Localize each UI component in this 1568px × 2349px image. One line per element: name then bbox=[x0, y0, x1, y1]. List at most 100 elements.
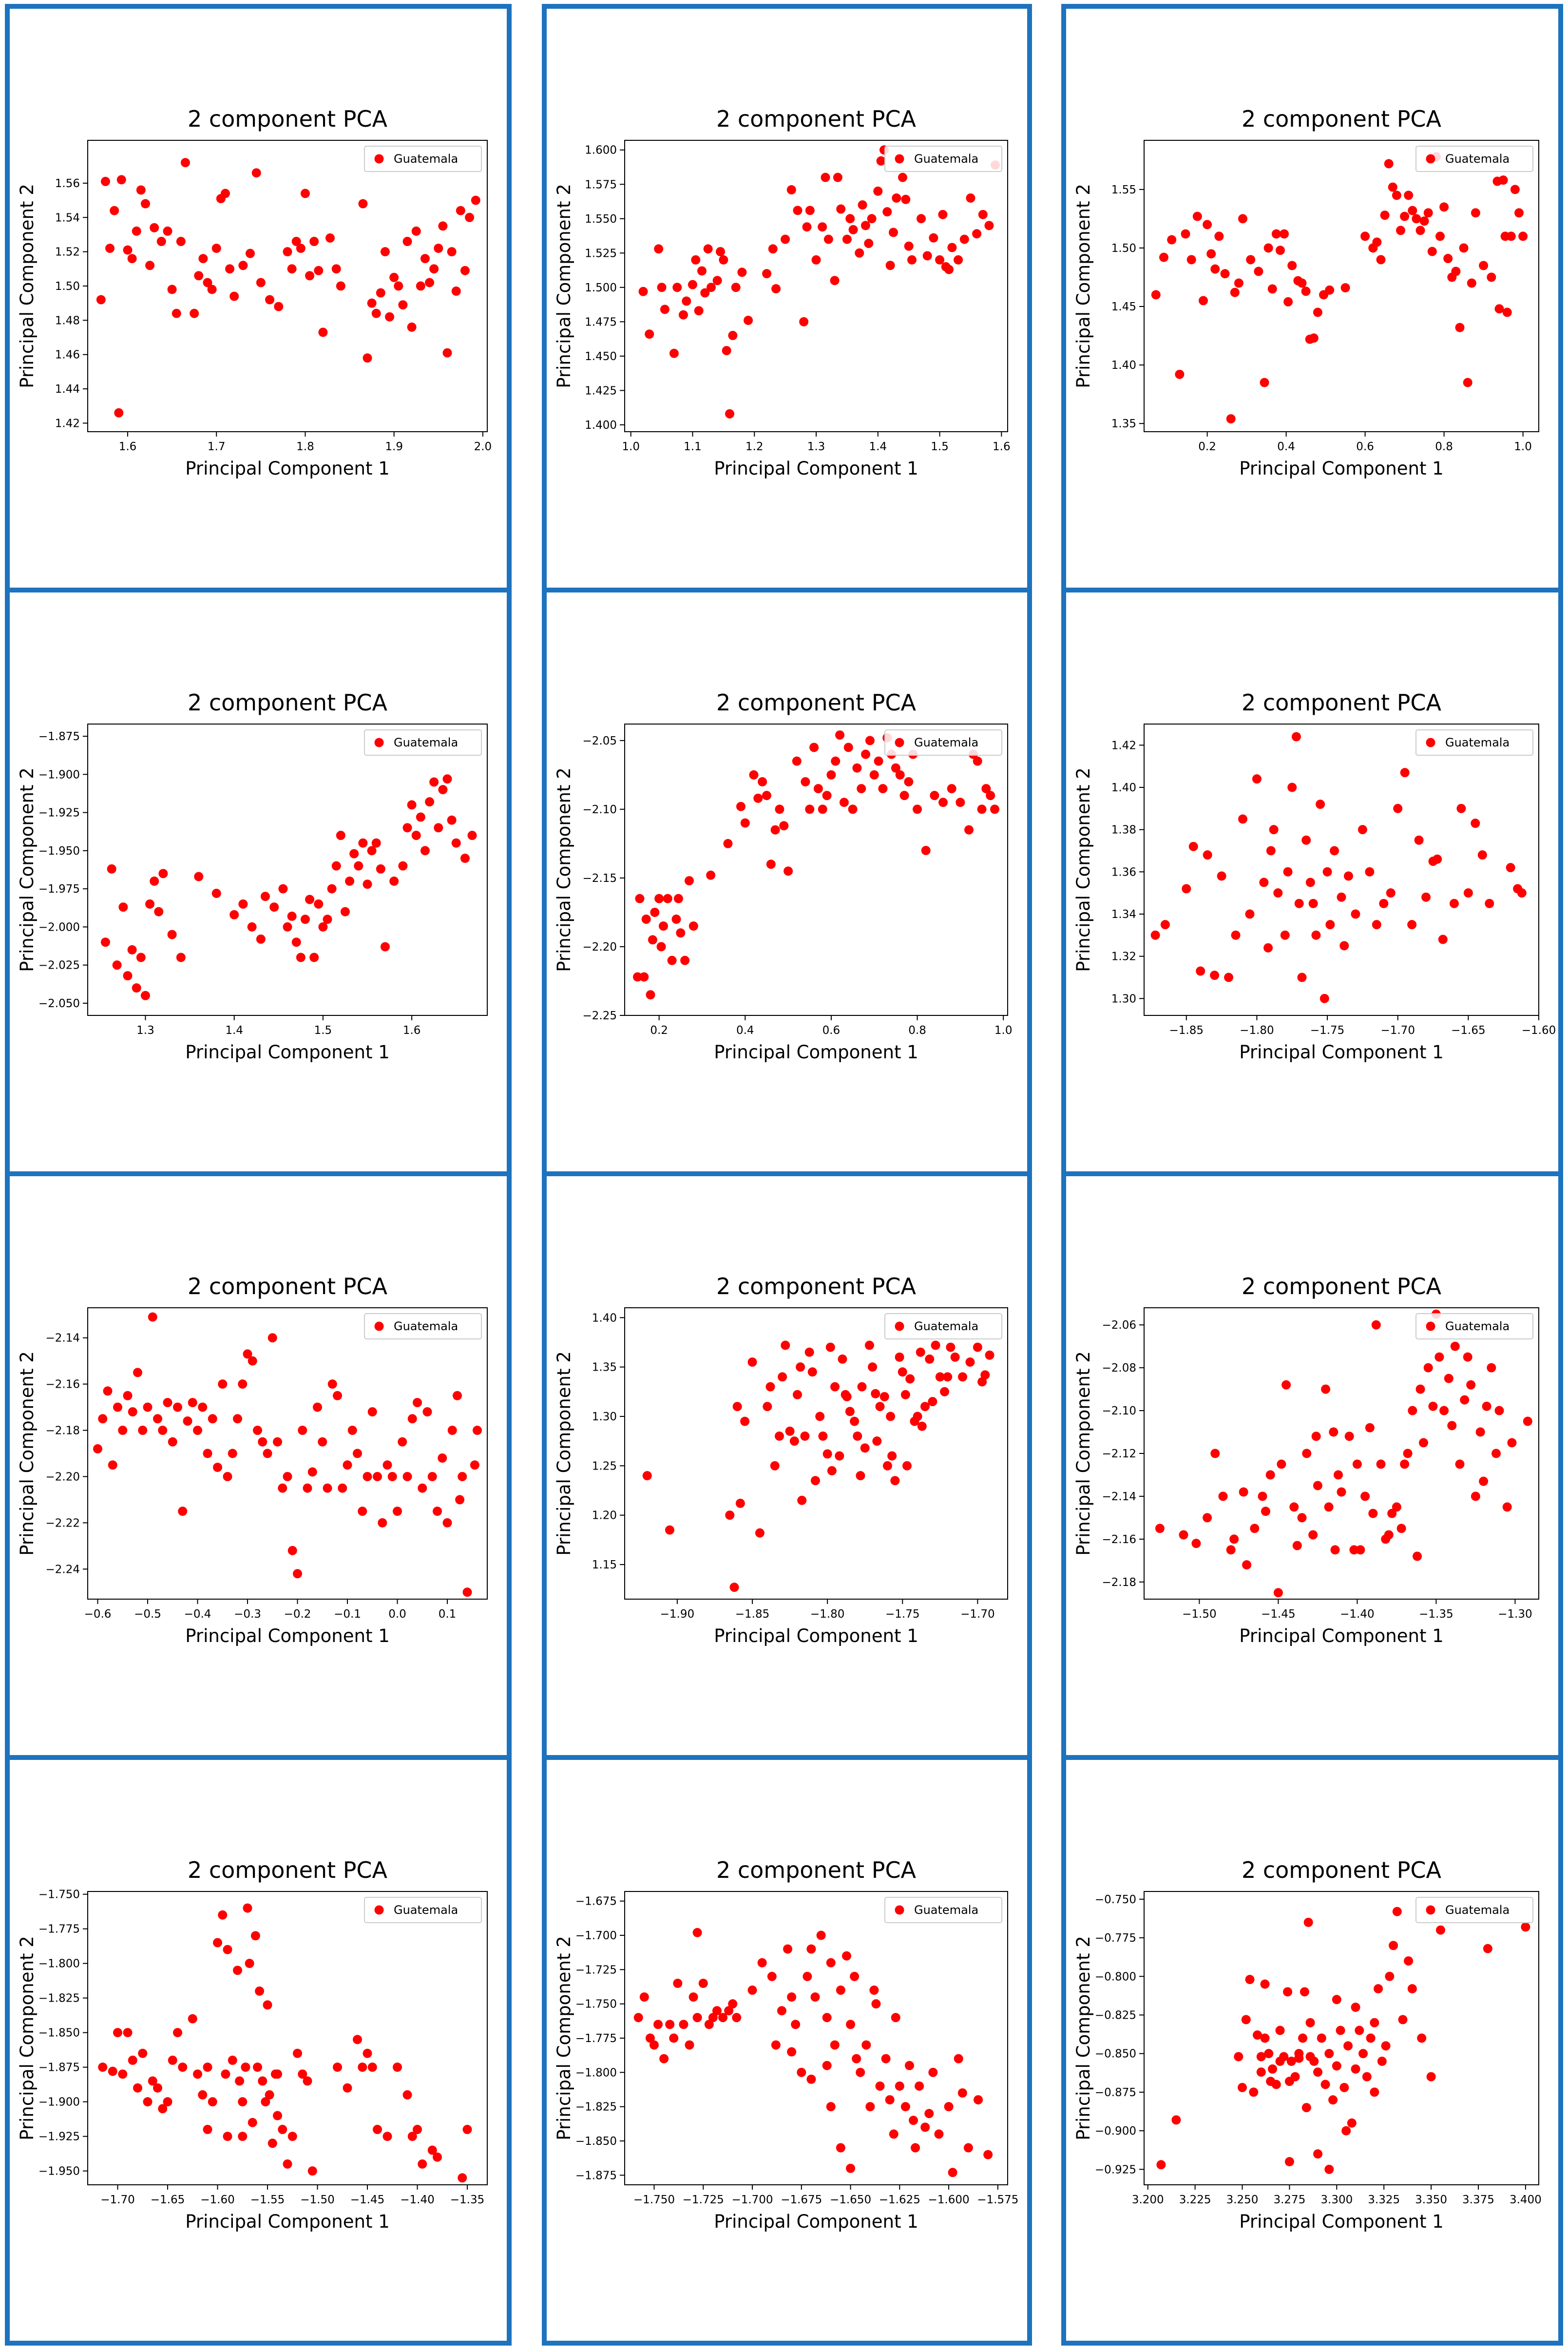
y-tick-label: 1.36 bbox=[1111, 866, 1136, 878]
data-point bbox=[842, 234, 852, 244]
data-point bbox=[905, 1374, 915, 1384]
x-tick-label: 1.0 bbox=[622, 440, 640, 453]
data-point bbox=[447, 247, 457, 257]
data-point bbox=[1365, 1423, 1375, 1432]
data-point bbox=[123, 1391, 133, 1400]
data-point bbox=[835, 730, 845, 740]
x-tick-label: −1.85 bbox=[735, 1608, 769, 1621]
data-point bbox=[1150, 930, 1160, 940]
data-point bbox=[892, 193, 901, 203]
data-point bbox=[393, 2063, 402, 2072]
data-point bbox=[1259, 878, 1269, 887]
legend-marker bbox=[1426, 1905, 1435, 1915]
y-tick-label: 1.425 bbox=[585, 384, 617, 397]
data-point bbox=[1404, 1956, 1414, 1966]
data-point bbox=[1381, 2041, 1391, 2051]
data-point bbox=[1324, 2049, 1334, 2059]
pca-panel: 2 component PCA 1.0 1.1 1.2 1.3 1.4 1.5 1.6 1.40… bbox=[542, 4, 1032, 592]
data-point bbox=[407, 800, 417, 810]
data-point bbox=[425, 278, 435, 287]
data-point bbox=[911, 2143, 920, 2153]
y-tick-label: 1.575 bbox=[585, 178, 617, 191]
data-point bbox=[158, 2104, 168, 2114]
data-point bbox=[1366, 2033, 1376, 2043]
chart-6: 2 component PCA −1.85 −1.80 −1.75 −1.70 −1.65… bbox=[1073, 689, 1556, 1063]
x-tick-label: −0.2 bbox=[284, 1608, 311, 1621]
data-point bbox=[850, 1416, 860, 1426]
data-point bbox=[287, 911, 297, 921]
data-point bbox=[176, 953, 186, 962]
data-point bbox=[180, 158, 190, 168]
data-point bbox=[1337, 892, 1346, 902]
data-point bbox=[680, 955, 690, 965]
data-point bbox=[274, 302, 284, 311]
data-point bbox=[845, 214, 855, 224]
data-point bbox=[305, 895, 315, 904]
data-point bbox=[96, 295, 106, 305]
data-point bbox=[233, 1966, 242, 1975]
data-point bbox=[856, 1471, 865, 1481]
y-axis-label: Principal Component 2 bbox=[17, 767, 38, 972]
data-point bbox=[836, 204, 846, 214]
legend-marker bbox=[374, 1321, 384, 1331]
data-point bbox=[363, 1471, 372, 1481]
data-point bbox=[830, 2040, 840, 2050]
data-point bbox=[1298, 2033, 1308, 2043]
data-point bbox=[984, 221, 994, 230]
data-point bbox=[1245, 909, 1255, 919]
legend-box bbox=[1415, 729, 1533, 756]
data-point bbox=[1266, 846, 1276, 856]
data-point bbox=[803, 1971, 812, 1981]
data-point bbox=[296, 953, 306, 962]
data-point bbox=[885, 261, 895, 270]
data-point bbox=[986, 791, 995, 801]
data-point bbox=[1421, 892, 1431, 902]
data-point bbox=[876, 156, 886, 166]
data-point bbox=[1336, 2025, 1345, 2035]
data-point bbox=[420, 846, 430, 856]
data-point bbox=[1179, 1530, 1188, 1540]
y-axis-label: Principal Component 2 bbox=[554, 1351, 574, 1556]
data-point bbox=[1302, 1449, 1312, 1458]
legend-box bbox=[1415, 146, 1533, 172]
data-point bbox=[255, 1986, 265, 1996]
data-point bbox=[1415, 1384, 1425, 1394]
data-point bbox=[1308, 1530, 1318, 1540]
data-point bbox=[422, 1407, 432, 1417]
data-point bbox=[889, 2129, 899, 2139]
x-tick-label: 1.7 bbox=[208, 440, 226, 453]
data-point bbox=[805, 804, 815, 814]
data-point bbox=[293, 2048, 302, 2058]
data-point bbox=[1521, 1922, 1530, 1932]
x-axis-label: Principal Component 1 bbox=[185, 2211, 390, 2232]
data-point bbox=[93, 1444, 102, 1454]
data-point bbox=[1252, 774, 1262, 784]
y-tick-label: −2.24 bbox=[46, 1563, 80, 1576]
x-tick-label: −1.700 bbox=[731, 2194, 773, 2206]
data-point bbox=[140, 199, 150, 209]
data-point bbox=[838, 1354, 847, 1364]
data-point bbox=[1372, 920, 1381, 930]
data-point bbox=[981, 784, 991, 794]
data-point bbox=[916, 1347, 925, 1357]
x-tick-label: 0.2 bbox=[1198, 440, 1216, 453]
data-point bbox=[153, 2083, 162, 2093]
legend-marker bbox=[895, 738, 904, 747]
data-point bbox=[473, 1426, 482, 1435]
data-point bbox=[194, 271, 204, 281]
data-point bbox=[98, 1414, 108, 1424]
data-point bbox=[928, 2067, 938, 2077]
data-point bbox=[816, 1930, 826, 1940]
data-point bbox=[654, 244, 664, 254]
data-point bbox=[382, 2132, 392, 2141]
data-point bbox=[1463, 378, 1472, 387]
data-point bbox=[1324, 2164, 1334, 2174]
data-point bbox=[238, 2097, 248, 2107]
data-point bbox=[1313, 307, 1322, 317]
data-point bbox=[904, 777, 914, 786]
data-point bbox=[1217, 871, 1226, 881]
data-point bbox=[943, 1372, 953, 1382]
data-point bbox=[203, 1449, 212, 1458]
data-point bbox=[1404, 191, 1414, 200]
data-point bbox=[821, 172, 830, 182]
